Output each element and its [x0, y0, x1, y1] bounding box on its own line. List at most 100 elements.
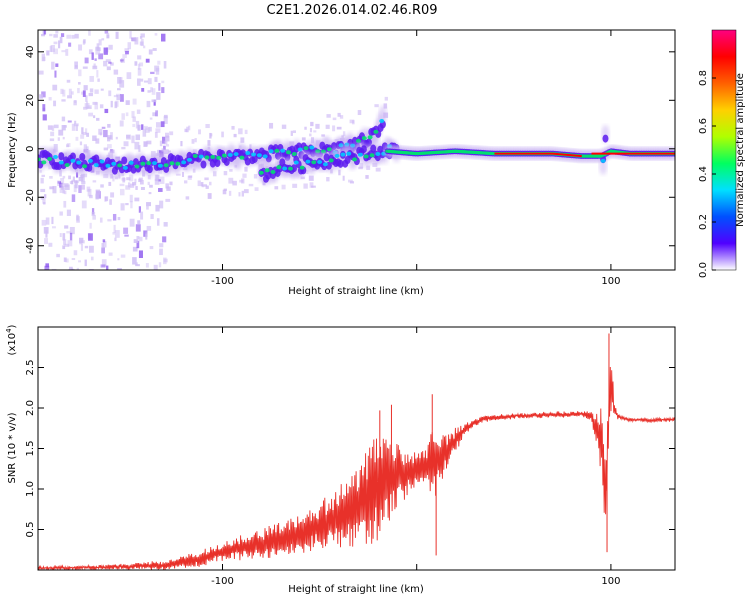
ridge-cell — [360, 145, 367, 154]
snr-x-label: Height of straight line (km) — [288, 584, 424, 595]
noise-speckle — [161, 87, 165, 94]
ridge-peak — [245, 151, 251, 156]
halo-speckle — [241, 190, 244, 197]
noise-speckle — [70, 91, 74, 95]
halo-speckle — [104, 196, 109, 202]
noise-speckle — [65, 258, 69, 263]
noise-speckle — [136, 241, 140, 249]
halo-speckle — [338, 169, 341, 176]
halo-speckle — [184, 128, 188, 133]
noise-speckle — [145, 58, 150, 63]
noise-speckle — [60, 88, 64, 95]
ridge-peak — [87, 158, 93, 163]
noise-speckle — [112, 213, 117, 221]
noise-speckle — [125, 100, 130, 105]
noise-speckle — [125, 112, 129, 117]
colorbar-label: Normalized spectral amplitude — [735, 73, 746, 227]
noise-speckle — [158, 262, 162, 268]
noise-speckle — [136, 235, 140, 239]
noise-speckle — [149, 246, 154, 250]
noise-speckle — [42, 114, 47, 121]
noise-speckle — [137, 68, 142, 76]
halo-speckle — [130, 183, 135, 188]
noise-speckle — [146, 100, 151, 108]
noise-speckle — [52, 185, 57, 194]
halo-speckle — [163, 149, 169, 155]
noise-speckle — [87, 105, 92, 110]
noise-speckle — [63, 239, 67, 246]
snr-y-tick-label: 2.0 — [25, 400, 36, 416]
noise-speckle — [120, 203, 125, 211]
halo-speckle — [115, 136, 118, 140]
ridge-peak — [309, 145, 315, 150]
noise-speckle — [67, 95, 72, 99]
noise-speckle — [137, 55, 142, 60]
ridge-peak — [58, 160, 64, 165]
noise-speckle — [45, 230, 48, 238]
ridge-peak — [297, 147, 303, 152]
noise-speckle — [163, 222, 168, 227]
ridge-peak — [233, 152, 239, 157]
ridge-peak — [216, 155, 222, 160]
noise-speckle — [108, 252, 113, 256]
halo-speckle — [200, 182, 204, 187]
halo-speckle — [290, 130, 293, 136]
colorbar-tick-label: 0.6 — [698, 118, 709, 134]
svg-text:(x104): (x104) — [5, 324, 18, 355]
noise-speckle — [79, 141, 83, 146]
halo-speckle — [336, 126, 342, 130]
noise-speckle — [129, 218, 135, 227]
halo-speckle — [351, 120, 355, 125]
noise-speckle — [152, 112, 157, 117]
noise-speckle — [63, 200, 67, 208]
halo-speckle — [365, 175, 369, 179]
noise-speckle — [66, 79, 71, 83]
noise-speckle — [84, 57, 89, 64]
halo-speckle — [109, 150, 113, 153]
halo-speckle — [148, 192, 152, 195]
noise-speckle — [49, 33, 53, 37]
noise-speckle — [158, 82, 161, 91]
halo-speckle — [126, 177, 131, 181]
noise-speckle — [49, 175, 53, 179]
noise-speckle — [79, 237, 84, 244]
ridge-peak — [334, 153, 340, 158]
noise-speckle — [64, 225, 69, 229]
noise-speckle — [61, 50, 66, 53]
noise-speckle — [130, 200, 133, 209]
noise-speckle — [73, 250, 78, 256]
noise-speckle — [105, 59, 111, 63]
ridge-peak — [134, 164, 140, 169]
halo-speckle — [205, 124, 210, 129]
halo-speckle — [95, 194, 100, 199]
ridge-peak — [299, 165, 305, 170]
ridge-cell — [602, 134, 609, 143]
noise-speckle — [93, 63, 96, 68]
noise-speckle — [162, 236, 167, 243]
noise-speckle — [91, 208, 95, 215]
noise-speckle — [122, 54, 127, 58]
ridge-peak — [198, 154, 204, 159]
noise-speckle — [80, 244, 84, 251]
noise-speckle — [121, 113, 125, 120]
noise-speckle — [151, 99, 157, 103]
ridge-peak — [128, 160, 134, 165]
noise-speckle — [98, 39, 102, 46]
halo-speckle — [62, 175, 66, 179]
halo-speckle — [109, 199, 112, 205]
noise-speckle — [41, 33, 46, 37]
halo-speckle — [74, 180, 78, 184]
noise-speckle — [163, 116, 168, 124]
noise-speckle — [140, 186, 145, 190]
spectrogram-marks — [38, 30, 675, 270]
ridge-peak — [317, 159, 323, 164]
halo-speckle — [229, 169, 233, 172]
noise-speckle — [125, 203, 129, 206]
noise-speckle — [82, 40, 86, 45]
noise-speckle — [59, 169, 62, 177]
noise-speckle — [155, 67, 160, 75]
ridge-peak — [264, 168, 270, 173]
ridge-peak — [305, 159, 311, 164]
ridge-cell — [251, 154, 258, 163]
halo-speckle — [269, 122, 274, 129]
